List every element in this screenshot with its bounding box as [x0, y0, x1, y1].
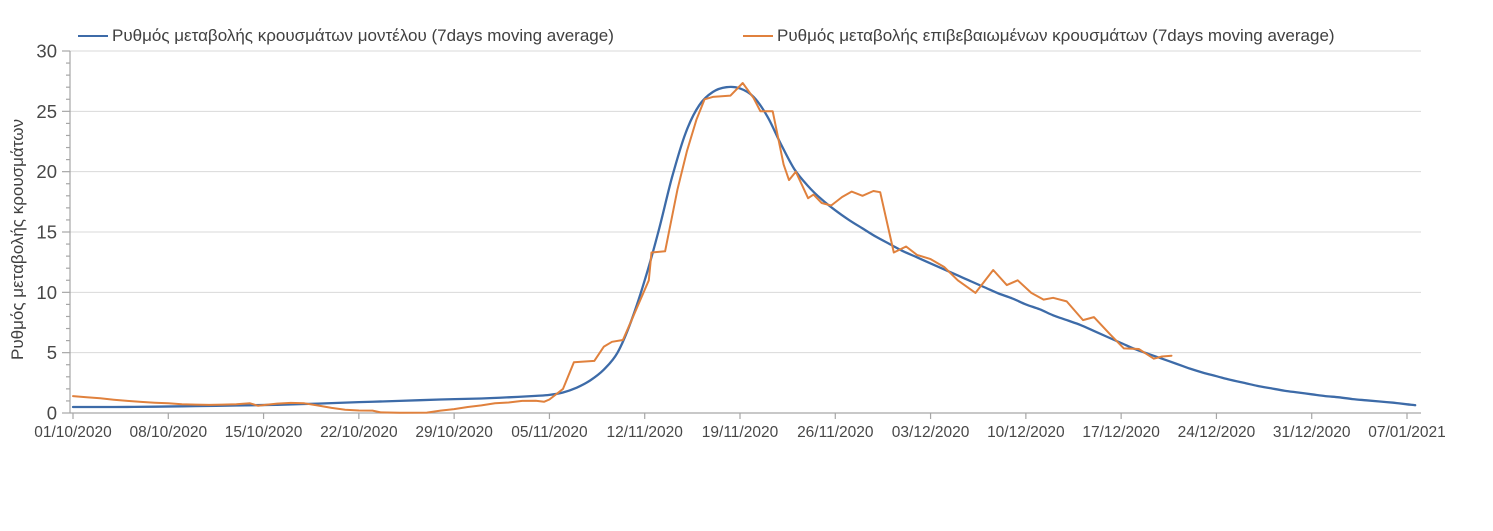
- x-tick-label: 12/11/2020: [606, 424, 683, 441]
- y-tick-label: 25: [36, 101, 57, 122]
- x-tick-label: 10/12/2020: [987, 424, 1065, 441]
- x-tick-label: 08/10/2020: [129, 424, 207, 441]
- series-line-confirmed: [72, 82, 1173, 414]
- y-tick-label: 0: [47, 403, 57, 424]
- x-tick-label: 24/12/2020: [1178, 424, 1256, 441]
- x-tick-label: 19/11/2020: [702, 424, 779, 441]
- y-tick-label: 20: [36, 161, 57, 182]
- x-tick-label: 17/12/2020: [1082, 424, 1160, 441]
- y-tick-label: 5: [47, 342, 57, 363]
- x-tick-label: 29/10/2020: [415, 424, 493, 441]
- x-tick-label: 07/01/2021: [1368, 424, 1446, 441]
- x-tick-label: 22/10/2020: [320, 424, 398, 441]
- x-tick-label: 03/12/2020: [892, 424, 970, 441]
- x-tick-label: 31/12/2020: [1273, 424, 1351, 441]
- y-tick-label: 15: [36, 222, 57, 243]
- x-tick-label: 01/10/2020: [34, 424, 112, 441]
- y-tick-label: 30: [36, 41, 57, 62]
- y-tick-label: 10: [36, 282, 57, 303]
- x-tick-label: 26/11/2020: [797, 424, 874, 441]
- series-line-model: [71, 85, 1417, 409]
- y-axis-title: Ρυθμός μεταβολής κρουσμάτων: [8, 119, 27, 361]
- x-tick-label: 05/11/2020: [511, 424, 588, 441]
- x-tick-label: 15/10/2020: [225, 424, 303, 441]
